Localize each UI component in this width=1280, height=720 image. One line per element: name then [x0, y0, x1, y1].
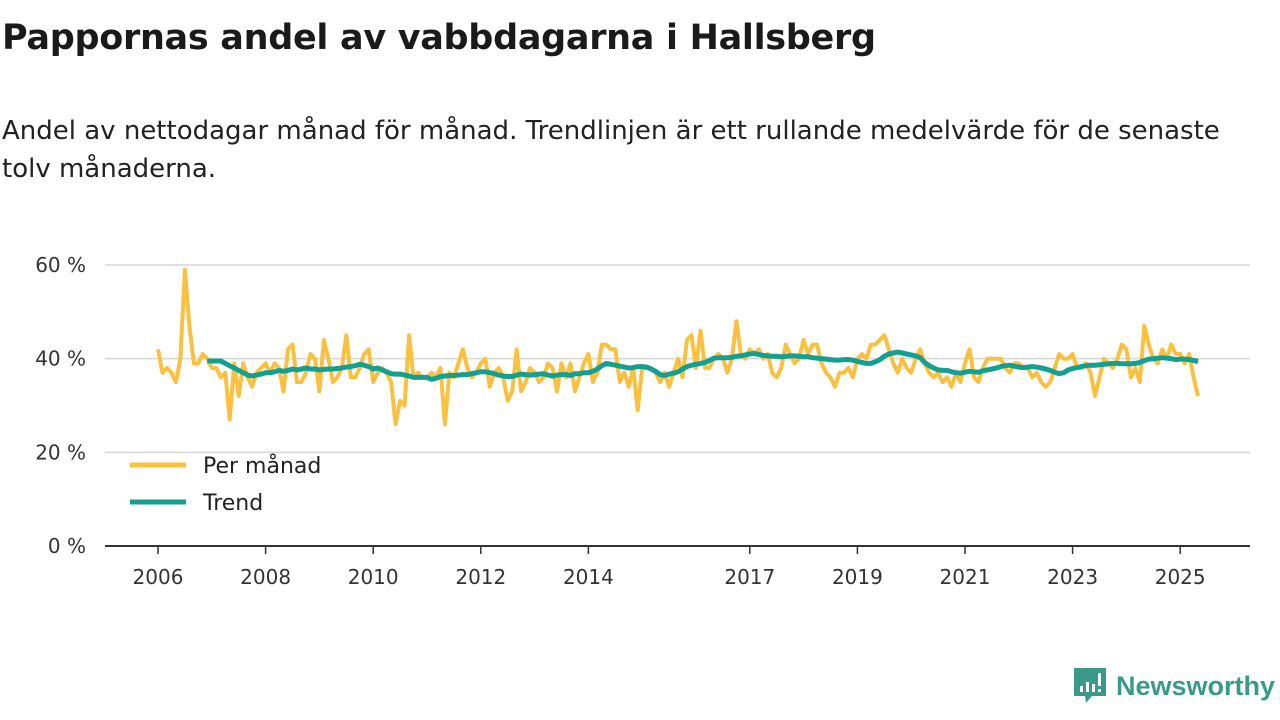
- y-axis-ticks: 0 % 20 % 40 % 60 %: [35, 253, 86, 558]
- y-tick-label: 20 %: [35, 440, 86, 464]
- newsworthy-logo[interactable]: Newsworthy: [1072, 666, 1275, 706]
- trend-line: [207, 349, 1199, 382]
- logo-text: Newsworthy: [1116, 670, 1276, 701]
- x-tick-label: 2019: [832, 565, 883, 589]
- x-tick-label: 2006: [133, 565, 184, 589]
- x-tick-label: 2012: [455, 565, 506, 589]
- x-tick-label: 2021: [940, 565, 991, 589]
- newsworthy-logo-icon: [1074, 668, 1106, 703]
- x-tick-label: 2025: [1155, 565, 1206, 589]
- y-tick-label: 0 %: [48, 534, 86, 558]
- x-tick-label: 2008: [240, 565, 291, 589]
- y-tick-label: 60 %: [35, 253, 86, 277]
- y-tick-label: 40 %: [35, 347, 86, 371]
- chart-subtitle: Andel av nettodagar månad för månad. Tre…: [2, 116, 1220, 184]
- x-tick-label: 2017: [724, 565, 775, 589]
- series-lines: [156, 267, 1201, 427]
- legend: Per månad Trend: [130, 453, 321, 516]
- x-tick-label: 2010: [348, 565, 399, 589]
- monthly-line: [156, 267, 1201, 427]
- x-axis-ticks: 2006 2008 2010 2012 2014 2017 2019 2021 2023 2025: [105, 545, 1250, 589]
- legend-label-per-manad: Per månad: [203, 453, 321, 479]
- x-tick-label: 2023: [1047, 565, 1098, 589]
- x-tick-label: 2014: [563, 565, 614, 589]
- legend-label-trend: Trend: [202, 491, 263, 516]
- chart-title: Pappornas andel av vabbdagarna i Hallsbe…: [2, 18, 876, 58]
